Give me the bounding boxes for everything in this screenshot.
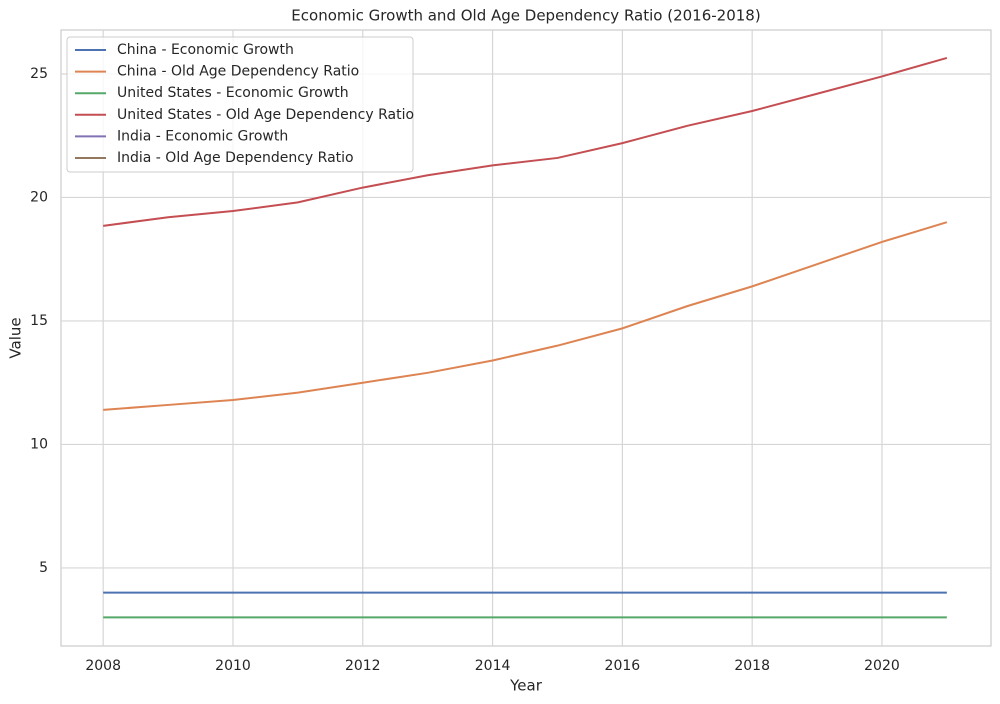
legend-label: China - Old Age Dependency Ratio <box>117 64 359 80</box>
x-tick-label: 2014 <box>475 658 511 674</box>
x-tick-label: 2012 <box>345 658 381 674</box>
series-line <box>103 221 948 411</box>
y-tick-label: 5 <box>39 560 48 576</box>
legend-label: India - Old Age Dependency Ratio <box>117 150 354 166</box>
legend-label: United States - Old Age Dependency Ratio <box>117 107 414 123</box>
x-axis-label: Year <box>509 677 543 695</box>
legend-label: China - Economic Growth <box>117 42 294 58</box>
legend: China - Economic Growth China - Old Age D… <box>66 36 414 173</box>
x-tick-label: 2018 <box>734 658 770 674</box>
x-tick-label: 2016 <box>605 658 641 674</box>
legend-label: India - Economic Growth <box>117 128 288 144</box>
y-tick-label: 15 <box>30 313 48 329</box>
legend-label: United States - Economic Growth <box>117 85 349 101</box>
series-line <box>103 56 948 227</box>
legend-box <box>66 36 414 173</box>
y-tick-label: 25 <box>30 66 48 82</box>
y-axis-label: Value <box>7 317 25 358</box>
x-tick-label: 2008 <box>85 658 121 674</box>
y-tick-label: 20 <box>30 189 48 205</box>
grid <box>61 30 991 646</box>
x-tick-label: 2020 <box>864 658 900 674</box>
y-tick-label: 10 <box>30 436 48 452</box>
x-tick-label: 2010 <box>215 658 251 674</box>
chart-title: Economic Growth and Old Age Dependency R… <box>291 7 760 25</box>
